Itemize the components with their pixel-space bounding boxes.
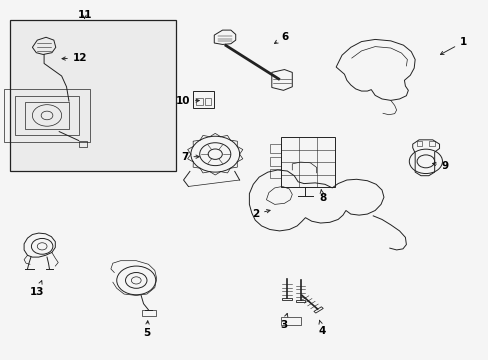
Text: 7: 7 — [181, 152, 199, 162]
Text: 12: 12 — [62, 53, 87, 63]
Text: 9: 9 — [432, 161, 448, 171]
Bar — [281, 137, 334, 187]
Bar — [142, 310, 156, 316]
Text: 1: 1 — [440, 37, 467, 54]
Text: 4: 4 — [318, 320, 325, 336]
Text: 3: 3 — [279, 314, 287, 330]
Bar — [204, 98, 211, 105]
Text: 5: 5 — [143, 321, 150, 338]
Text: 2: 2 — [251, 209, 269, 219]
Text: 13: 13 — [30, 281, 44, 297]
Bar — [193, 91, 213, 108]
Bar — [270, 157, 281, 166]
Bar — [10, 21, 176, 171]
Text: 8: 8 — [318, 190, 325, 203]
Text: 11: 11 — [77, 10, 92, 20]
Bar — [270, 169, 281, 178]
Text: 6: 6 — [274, 32, 288, 44]
Text: 10: 10 — [175, 96, 199, 106]
Bar — [270, 144, 281, 153]
Bar — [281, 318, 300, 325]
Bar — [195, 98, 202, 105]
